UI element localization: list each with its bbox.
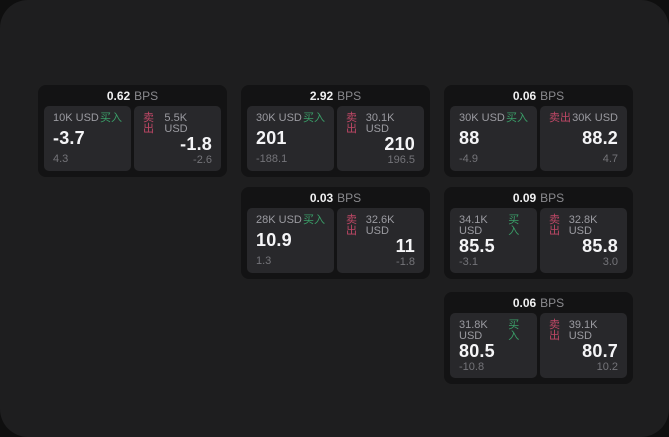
buy-amount: 31.8K USD [459, 319, 488, 342]
quote-card: 0.03 BPS 28K USD 买入 10.9 1.3 卖出 32.6K US… [241, 187, 430, 279]
sell-amount: 32.6K USD [365, 214, 395, 237]
buy-side-label: 买入 [508, 319, 520, 342]
buy-amount: 10K USD [53, 112, 99, 124]
bps-unit-label: BPS [337, 88, 362, 103]
bps-header: 0.03 BPS [241, 187, 430, 208]
bps-value: 0.06 [512, 295, 537, 310]
buy-panel[interactable]: 28K USD 买入 10.9 1.3 [247, 208, 334, 273]
sell-panel[interactable]: 卖出 30K USD 88.2 4.7 [540, 106, 627, 171]
sell-panel[interactable]: 卖出 32.8K USD 85.8 3.0 [540, 208, 627, 273]
buy-sub-value: -4.9 [459, 153, 478, 165]
sell-amount: 30.1K USD [365, 112, 395, 135]
quote-card: 0.09 BPS 34.1K USD 买入 85.5 -3.1 卖出 32.8K… [444, 187, 633, 279]
buy-panel[interactable]: 10K USD 买入 -3.7 4.3 [44, 106, 131, 171]
buy-amount: 30K USD [459, 112, 505, 124]
quote-card: 0.06 BPS 31.8K USD 买入 80.5 -10.8 卖出 39.1… [444, 292, 633, 384]
bps-value: 0.09 [512, 190, 537, 205]
quote-card: 0.06 BPS 30K USD 买入 88 -4.9 卖出 30K USD 8… [444, 85, 633, 177]
sell-main-value: 88.2 [582, 128, 618, 148]
buy-main-value: 10.9 [256, 230, 292, 250]
bps-header: 2.92 BPS [241, 85, 430, 106]
sell-amount: 32.8K USD [568, 214, 598, 237]
sell-side-label: 卖出 [549, 319, 560, 342]
bps-value: 0.62 [106, 88, 131, 103]
bps-unit-label: BPS [540, 190, 565, 205]
quote-panels: 28K USD 买入 10.9 1.3 卖出 32.6K USD 11 -1.8 [241, 208, 430, 279]
sell-sub-value: 10.2 [596, 361, 618, 373]
buy-panel[interactable]: 34.1K USD 买入 85.5 -3.1 [450, 208, 537, 273]
quote-panels: 10K USD 买入 -3.7 4.3 卖出 5.5K USD -1.8 -2.… [38, 106, 227, 177]
buy-main-value: 88 [459, 128, 480, 148]
buy-side-label: 买入 [508, 214, 520, 237]
sell-sub-value: -1.8 [396, 256, 415, 268]
sell-main-value: -1.8 [180, 134, 212, 154]
bps-header: 0.06 BPS [444, 292, 633, 313]
sell-sub-value: -2.6 [193, 154, 212, 166]
bps-header: 0.06 BPS [444, 85, 633, 106]
buy-main-value: 201 [256, 128, 287, 148]
quote-panels: 30K USD 买入 201 -188.1 卖出 30.1K USD 210 1… [241, 106, 430, 177]
buy-side-label: 买入 [303, 112, 325, 124]
sell-side-label: 卖出 [346, 112, 357, 135]
bps-header: 0.09 BPS [444, 187, 633, 208]
bps-unit-label: BPS [540, 88, 565, 103]
buy-main-value: 85.5 [459, 236, 495, 256]
sell-panel[interactable]: 卖出 5.5K USD -1.8 -2.6 [134, 106, 221, 171]
sell-main-value: 210 [384, 134, 415, 154]
bps-header: 0.62 BPS [38, 85, 227, 106]
sell-sub-value: 3.0 [602, 256, 618, 268]
buy-side-label: 买入 [100, 112, 122, 124]
buy-panel[interactable]: 30K USD 买入 88 -4.9 [450, 106, 537, 171]
sell-sub-value: 196.5 [387, 154, 415, 166]
bps-value: 2.92 [309, 88, 334, 103]
buy-amount: 30K USD [256, 112, 302, 124]
sell-main-value: 85.8 [582, 236, 618, 256]
buy-panel[interactable]: 30K USD 买入 201 -188.1 [247, 106, 334, 171]
buy-amount: 28K USD [256, 214, 302, 226]
sell-panel[interactable]: 卖出 32.6K USD 11 -1.8 [337, 208, 424, 273]
buy-panel[interactable]: 31.8K USD 买入 80.5 -10.8 [450, 313, 537, 378]
sell-amount: 39.1K USD [568, 319, 598, 342]
bps-unit-label: BPS [540, 295, 565, 310]
buy-sub-value: 4.3 [53, 153, 69, 165]
sell-panel[interactable]: 卖出 39.1K USD 80.7 10.2 [540, 313, 627, 378]
sell-side-label: 卖出 [143, 112, 154, 135]
bps-value: 0.03 [309, 190, 334, 205]
sell-amount: 30K USD [572, 112, 618, 124]
quote-panels: 31.8K USD 买入 80.5 -10.8 卖出 39.1K USD 80.… [444, 313, 633, 384]
bps-value: 0.06 [512, 88, 537, 103]
sell-amount: 5.5K USD [164, 112, 188, 135]
buy-sub-value: -188.1 [256, 153, 288, 165]
buy-sub-value: -10.8 [459, 361, 485, 373]
sell-main-value: 80.7 [582, 341, 618, 361]
buy-main-value: -3.7 [53, 128, 85, 148]
buy-sub-value: 1.3 [256, 255, 272, 267]
quote-card: 2.92 BPS 30K USD 买入 201 -188.1 卖出 30.1K … [241, 85, 430, 177]
sell-side-label: 卖出 [549, 112, 571, 124]
quote-panels: 30K USD 买入 88 -4.9 卖出 30K USD 88.2 4.7 [444, 106, 633, 177]
quote-panels: 34.1K USD 买入 85.5 -3.1 卖出 32.8K USD 85.8… [444, 208, 633, 279]
sell-side-label: 卖出 [549, 214, 560, 237]
sell-panel[interactable]: 卖出 30.1K USD 210 196.5 [337, 106, 424, 171]
buy-side-label: 买入 [303, 214, 325, 226]
buy-sub-value: -3.1 [459, 256, 478, 268]
quote-card: 0.62 BPS 10K USD 买入 -3.7 4.3 卖出 5.5K USD… [38, 85, 227, 177]
sell-sub-value: 4.7 [602, 153, 618, 165]
buy-side-label: 买入 [506, 112, 528, 124]
sell-main-value: 11 [395, 236, 415, 256]
buy-amount: 34.1K USD [459, 214, 488, 237]
bps-unit-label: BPS [134, 88, 159, 103]
sell-side-label: 卖出 [346, 214, 357, 237]
buy-main-value: 80.5 [459, 341, 495, 361]
bps-unit-label: BPS [337, 190, 362, 205]
